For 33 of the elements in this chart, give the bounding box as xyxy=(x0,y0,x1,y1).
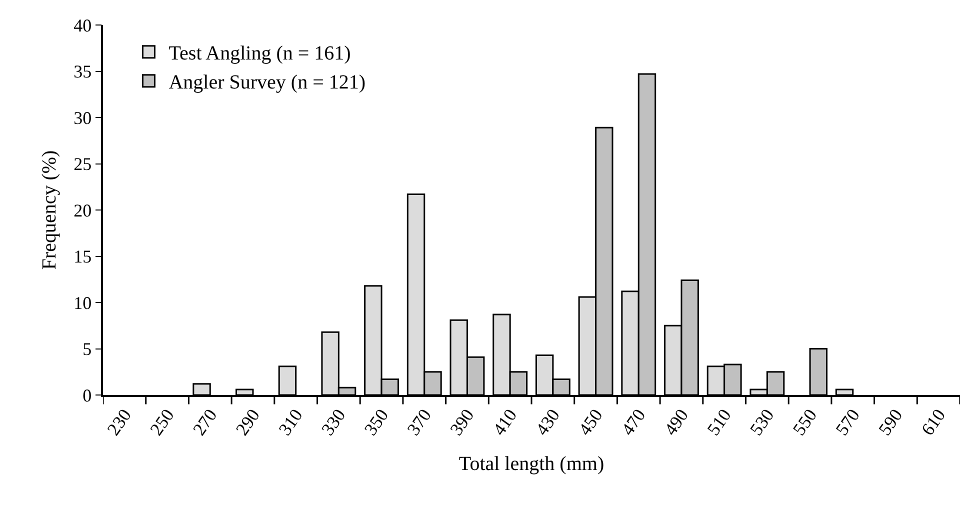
x-tick-label: 570 xyxy=(832,405,864,439)
y-tick-label: 0 xyxy=(82,385,92,406)
x-tick-label: 270 xyxy=(188,405,221,439)
y-tick-label: 15 xyxy=(74,246,92,267)
x-tick-label: 230 xyxy=(103,405,136,439)
x-tick-label: 410 xyxy=(488,405,521,439)
x-tick-label: 370 xyxy=(403,405,436,439)
x-tick-label: 250 xyxy=(146,405,178,439)
y-tick-label: 5 xyxy=(82,339,92,360)
y-tick-label: 20 xyxy=(74,200,92,220)
legend-label: Test Angling (n = 161) xyxy=(168,42,351,65)
y-axis-title: Frequency (%) xyxy=(38,150,61,270)
legend-label: Angler Survey (n = 121) xyxy=(168,72,366,94)
x-tick-label: 430 xyxy=(532,405,564,439)
x-tick-label: 530 xyxy=(746,405,778,439)
x-tick-label: 610 xyxy=(917,405,950,439)
x-axis-title: Total length (mm) xyxy=(458,452,604,475)
y-tick-label: 40 xyxy=(74,15,92,36)
x-tick-label: 490 xyxy=(660,405,692,439)
x-tick-label: 550 xyxy=(788,405,821,439)
x-tick-label: 470 xyxy=(617,405,650,439)
x-tick-label: 450 xyxy=(574,405,606,439)
y-tick-label: 35 xyxy=(74,62,92,82)
x-tick-label: 330 xyxy=(317,405,350,439)
y-tick-label: 25 xyxy=(74,154,92,174)
x-tick-label: 290 xyxy=(232,405,264,439)
x-tick-label: 310 xyxy=(274,405,306,439)
y-tick-label: 30 xyxy=(74,108,92,128)
y-tick-label: 10 xyxy=(74,292,92,313)
x-tick-label: 510 xyxy=(703,405,735,439)
x-tick-label: 590 xyxy=(874,405,906,439)
x-tick-label: 390 xyxy=(446,405,478,439)
x-tick-label: 350 xyxy=(360,405,392,439)
